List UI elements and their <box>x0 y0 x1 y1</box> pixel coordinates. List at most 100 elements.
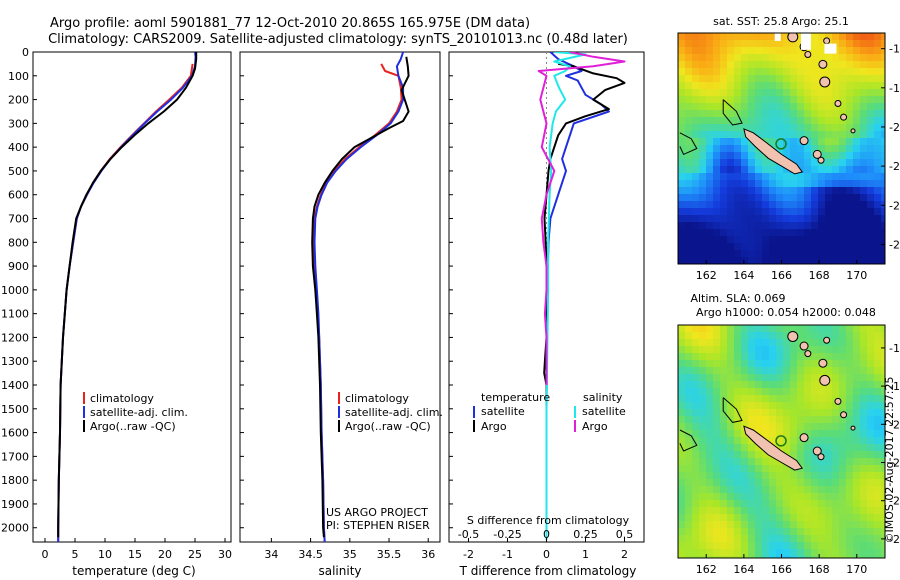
field-cell <box>832 173 840 181</box>
field-cell <box>769 479 777 487</box>
field-cell <box>860 360 868 368</box>
field-cell <box>706 542 714 550</box>
field-cell <box>839 145 847 153</box>
field-cell <box>706 409 714 417</box>
field-cell <box>769 395 777 403</box>
field-cell <box>839 75 847 83</box>
field-cell <box>678 367 686 375</box>
field-cell <box>783 472 791 480</box>
field-cell <box>706 152 714 160</box>
field-cell <box>832 201 840 209</box>
field-cell <box>713 500 721 508</box>
field-cell <box>804 346 812 354</box>
field-cell <box>692 535 700 543</box>
field-cell <box>755 465 763 473</box>
field-cell <box>713 229 721 237</box>
field-cell <box>881 528 885 536</box>
field-cell <box>741 89 749 97</box>
field-cell <box>720 535 728 543</box>
float-position-marker <box>775 138 787 150</box>
field-cell <box>713 465 721 473</box>
field-cell <box>832 208 840 216</box>
field-cell <box>734 187 742 195</box>
field-cell <box>706 493 714 501</box>
field-cell <box>832 353 840 361</box>
field-cell <box>853 458 861 466</box>
field-cell <box>727 395 735 403</box>
field-cell <box>678 159 686 167</box>
field-cell <box>762 243 770 251</box>
field-cell <box>867 110 875 118</box>
map-lat-label: -20 <box>889 121 900 134</box>
field-cell <box>762 89 770 97</box>
project-credit-line1: US ARGO PROJECT <box>326 506 428 519</box>
field-cell <box>832 68 840 76</box>
field-cell <box>692 180 700 188</box>
field-cell <box>853 173 861 181</box>
field-cell <box>783 374 791 382</box>
vanuatu-island <box>840 411 848 419</box>
field-cell <box>755 103 763 111</box>
field-cell <box>804 257 812 264</box>
field-cell <box>713 458 721 466</box>
field-cell <box>825 82 833 90</box>
field-cell <box>832 493 840 501</box>
field-cell <box>678 201 686 209</box>
field-cell <box>860 451 868 459</box>
field-cell <box>692 47 700 55</box>
field-cell <box>748 437 756 445</box>
field-cell <box>748 535 756 543</box>
field-cell <box>818 215 826 223</box>
field-cell <box>860 82 868 90</box>
field-cell <box>783 479 791 487</box>
field-cell <box>790 117 798 125</box>
field-cell <box>811 353 819 361</box>
field-cell <box>734 243 742 251</box>
field-cell <box>839 374 847 382</box>
field-cell <box>692 472 700 480</box>
field-cell <box>706 250 714 258</box>
field-cell <box>748 507 756 515</box>
field-cell <box>853 103 861 111</box>
field-cell <box>839 96 847 104</box>
field-cell <box>720 152 728 160</box>
field-cell <box>881 486 885 494</box>
field-cell <box>692 68 700 76</box>
field-cell <box>874 152 882 160</box>
field-cell <box>713 145 721 153</box>
field-cell <box>783 103 791 111</box>
field-cell <box>804 68 812 76</box>
field-cell <box>699 131 707 139</box>
field-cell <box>769 339 777 347</box>
field-cell <box>755 152 763 160</box>
field-cell <box>685 416 693 424</box>
field-cell <box>860 528 868 536</box>
field-cell <box>853 250 861 258</box>
field-cell <box>706 33 714 41</box>
field-cell <box>853 124 861 132</box>
legend-heading-salinity: salinity <box>583 391 623 404</box>
field-cell <box>713 138 721 146</box>
field-cell <box>678 514 686 522</box>
field-cell <box>706 75 714 83</box>
field-cell <box>811 201 819 209</box>
field-cell <box>790 257 798 264</box>
depth-tick-label: 900 <box>8 260 29 273</box>
field-cell <box>748 96 756 104</box>
field-cell <box>839 542 847 550</box>
field-cell <box>874 528 882 536</box>
field-cell <box>818 514 826 522</box>
field-cell <box>741 332 749 340</box>
field-cell <box>734 250 742 258</box>
field-cell <box>678 54 686 62</box>
legend-swatch-s-argo <box>574 420 576 432</box>
x-tick-label: 35 <box>343 548 357 561</box>
field-cell <box>713 117 721 125</box>
field-cell <box>860 521 868 529</box>
field-cell <box>832 33 840 41</box>
field-cell <box>881 556 885 558</box>
field-cell <box>874 124 882 132</box>
field-cell <box>867 61 875 69</box>
field-cell <box>692 250 700 258</box>
